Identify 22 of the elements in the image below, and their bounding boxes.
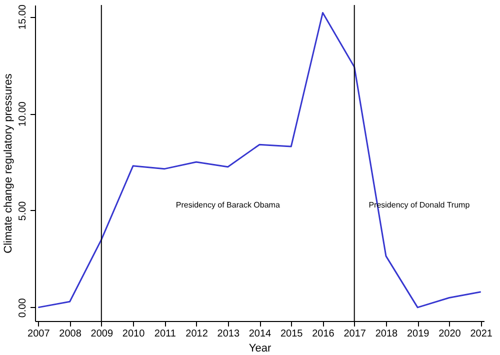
x-tick-label: 2007 <box>28 328 50 340</box>
y-tick-label: 10.00 <box>18 101 28 127</box>
annotation: Presidency of Barack Obama <box>176 200 280 210</box>
x-tick-label: 2017 <box>344 328 366 340</box>
x-tick-label: 2013 <box>217 328 240 340</box>
x-axis-title: Year <box>248 342 272 354</box>
x-tick-label: 2008 <box>59 328 82 340</box>
y-tick-label: 5.00 <box>18 200 28 221</box>
x-tick-label: 2018 <box>375 328 398 340</box>
x-tick-label: 2014 <box>248 328 272 340</box>
x-tick-label: 2016 <box>312 328 335 340</box>
y-tick-label: 0.00 <box>18 298 28 318</box>
x-tick-label: 2019 <box>406 328 430 340</box>
x-tick-label: 2015 <box>280 328 304 340</box>
x-tick-label: 2009 <box>90 328 114 340</box>
x-tick-label: 2020 <box>438 328 462 340</box>
y-axis-title: Climate change regulatory pressures <box>2 73 14 254</box>
x-tick-label: 2011 <box>154 328 176 340</box>
y-tick-label: 15.00 <box>18 4 28 30</box>
x-tick-label: 2012 <box>186 328 208 340</box>
x-tick-label: 2021 <box>470 328 493 340</box>
x-tick-label: 2010 <box>122 328 146 340</box>
